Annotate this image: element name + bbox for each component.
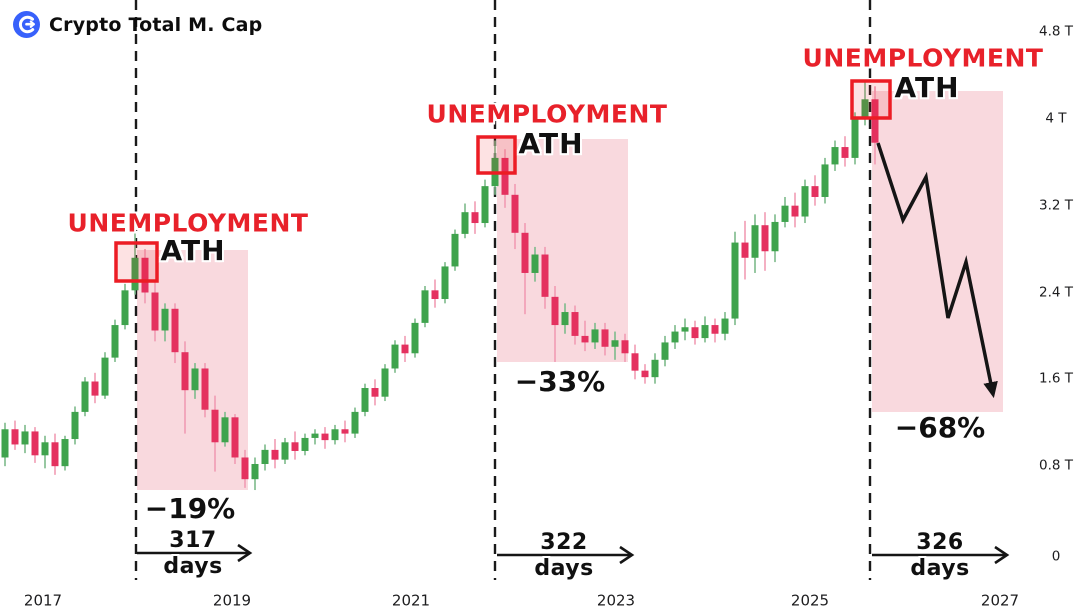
candle-body bbox=[861, 99, 869, 119]
candle-body bbox=[511, 194, 519, 233]
candle-body bbox=[841, 147, 849, 158]
candle-body bbox=[671, 331, 679, 343]
candle-body bbox=[471, 212, 479, 224]
candle-body bbox=[261, 449, 269, 464]
candle-body bbox=[101, 357, 109, 396]
candle-body bbox=[741, 242, 749, 258]
candle-body bbox=[591, 329, 599, 343]
candle-body bbox=[11, 429, 19, 445]
candle-body bbox=[371, 388, 379, 397]
ath-highlight-box bbox=[476, 135, 517, 175]
candle-body bbox=[431, 290, 439, 300]
candle-body bbox=[781, 205, 789, 222]
candle-body bbox=[71, 411, 79, 440]
candle-body bbox=[541, 254, 549, 297]
candle-body bbox=[141, 257, 149, 293]
candle-body bbox=[61, 439, 69, 467]
candle-body bbox=[691, 327, 699, 339]
candle-body bbox=[641, 370, 649, 378]
candle-body bbox=[361, 388, 369, 412]
candle-body bbox=[521, 232, 529, 273]
candle-body bbox=[121, 290, 129, 326]
candle-body bbox=[341, 429, 349, 434]
candle-body bbox=[661, 342, 669, 360]
candle-body bbox=[241, 457, 249, 480]
candle-body bbox=[271, 449, 279, 460]
duration-arrowhead bbox=[994, 545, 1010, 565]
candle-body bbox=[301, 437, 309, 451]
candle-body bbox=[621, 340, 629, 354]
candle-body bbox=[571, 312, 579, 336]
candle-body bbox=[231, 417, 239, 458]
crypto-logo-icon bbox=[13, 11, 40, 38]
candle-body bbox=[811, 186, 819, 197]
candle-body bbox=[31, 431, 39, 456]
candle-body bbox=[461, 212, 469, 234]
candle-body bbox=[711, 325, 719, 334]
candle-body bbox=[81, 381, 89, 412]
candle-body bbox=[281, 442, 289, 460]
candle-body bbox=[551, 296, 559, 326]
candle-body bbox=[821, 164, 829, 197]
candle-body bbox=[171, 308, 179, 353]
candle-body bbox=[631, 353, 639, 371]
candle-body bbox=[251, 463, 259, 480]
candle-body bbox=[651, 359, 659, 378]
candle-body bbox=[501, 157, 509, 195]
candle-body bbox=[421, 290, 429, 323]
candle-body bbox=[771, 221, 779, 252]
candle-body bbox=[761, 225, 769, 252]
candle-body bbox=[701, 325, 709, 339]
candle-body bbox=[721, 318, 729, 334]
candle-body bbox=[581, 335, 589, 343]
candle-body bbox=[871, 99, 879, 143]
candle-body bbox=[561, 312, 569, 326]
candle-body bbox=[801, 186, 809, 217]
candle-body bbox=[611, 340, 619, 347]
candle-body bbox=[731, 242, 739, 319]
candle-body bbox=[391, 344, 399, 369]
duration-arrowhead bbox=[619, 545, 635, 565]
candle-body bbox=[851, 118, 859, 158]
candle-body bbox=[751, 225, 759, 258]
candle-body bbox=[201, 368, 209, 410]
candle-body bbox=[151, 292, 159, 331]
candle-body bbox=[411, 322, 419, 354]
candle-body bbox=[531, 254, 539, 273]
candle-body bbox=[791, 205, 799, 217]
candle-body bbox=[441, 266, 449, 300]
candle-body bbox=[601, 329, 609, 347]
candle-body bbox=[211, 409, 219, 443]
candle-body bbox=[131, 257, 139, 291]
candle-body bbox=[831, 147, 839, 165]
candle-body bbox=[321, 433, 329, 441]
candle-body bbox=[381, 368, 389, 397]
candle-body bbox=[481, 186, 489, 224]
duration-arrowhead bbox=[237, 543, 253, 563]
candle-body bbox=[681, 327, 689, 332]
candle-body bbox=[451, 233, 459, 267]
candle-body bbox=[401, 344, 409, 354]
candle-body bbox=[291, 442, 299, 451]
candle-body bbox=[181, 352, 189, 391]
candle-body bbox=[161, 308, 169, 331]
candle-body bbox=[1, 429, 9, 458]
candle-body bbox=[41, 442, 49, 456]
candle-body bbox=[111, 325, 119, 358]
candle-body bbox=[351, 411, 359, 434]
candle-body bbox=[51, 442, 59, 467]
ath-highlight-box bbox=[114, 241, 159, 283]
chart-header: Crypto Total M. Cap bbox=[13, 11, 262, 38]
candle-body bbox=[21, 431, 29, 445]
chart-title: Crypto Total M. Cap bbox=[49, 13, 263, 36]
ath-highlight-box bbox=[850, 79, 892, 120]
candle-body bbox=[331, 429, 339, 441]
projection-arrow bbox=[876, 142, 998, 399]
candle-body bbox=[221, 417, 229, 443]
candle-body bbox=[91, 381, 99, 396]
candle-body bbox=[311, 433, 319, 438]
candle-body bbox=[191, 368, 199, 391]
